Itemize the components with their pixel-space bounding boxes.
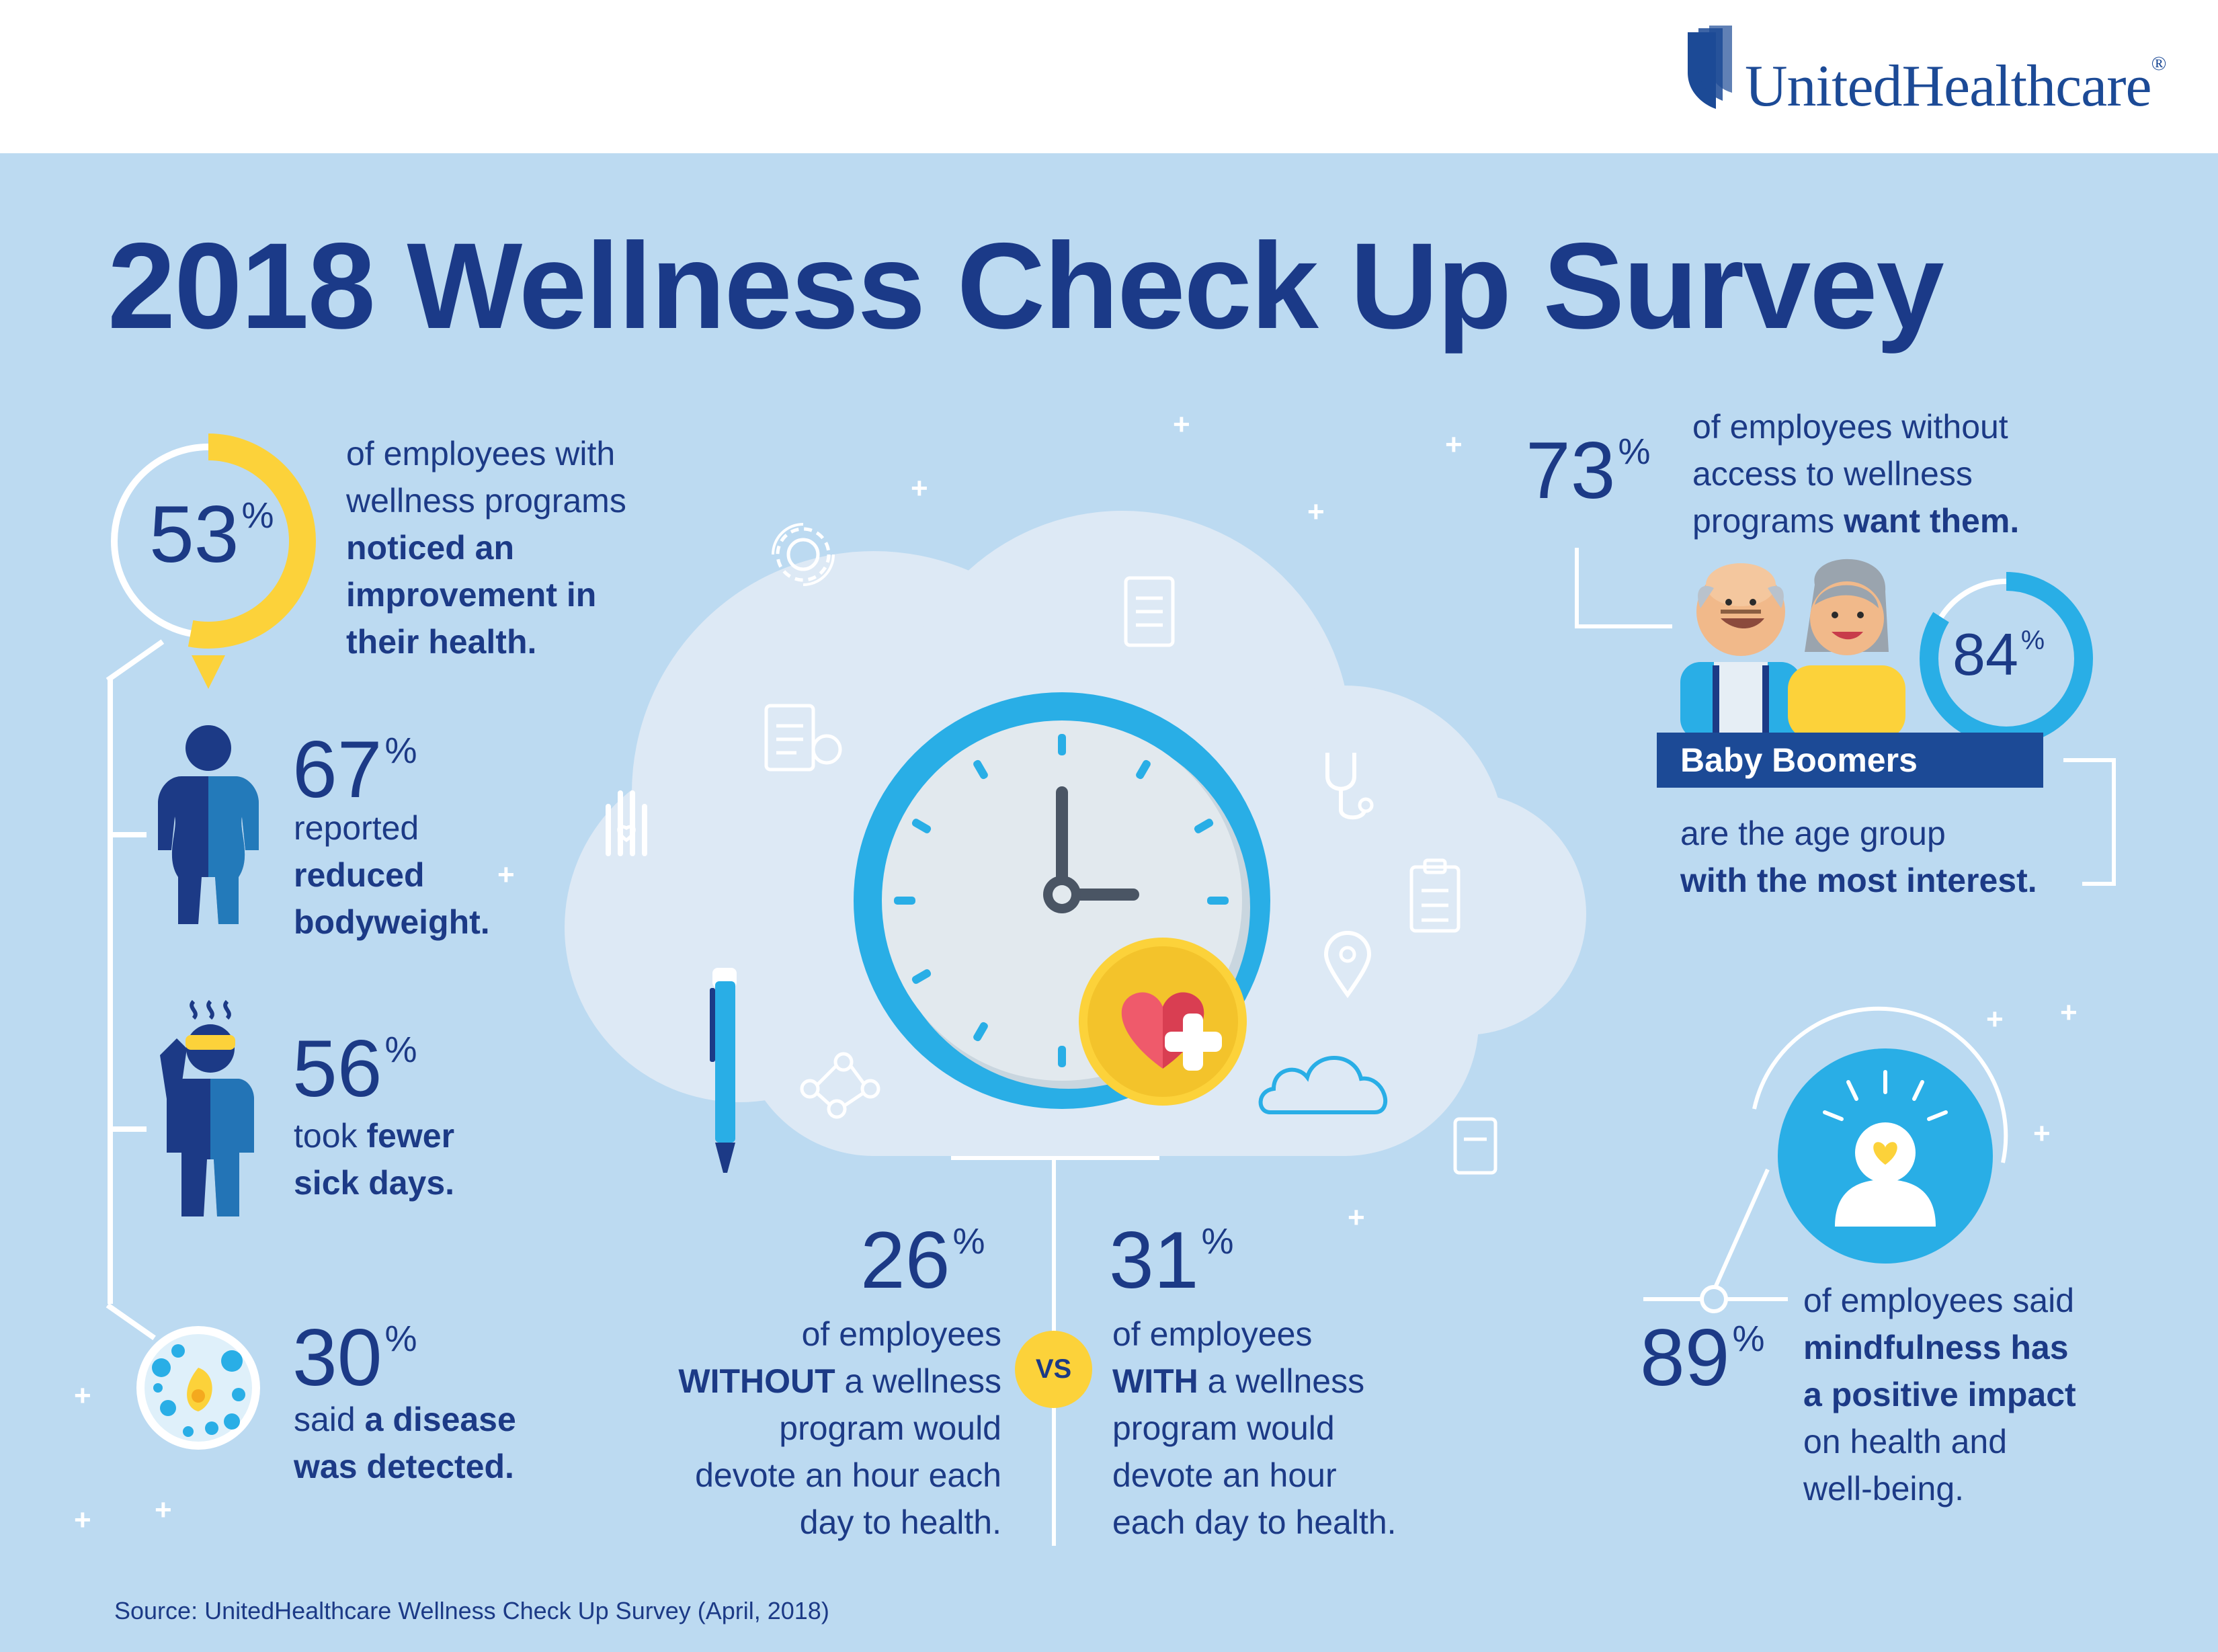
stat-89-text: of employees said mindfulness has a posi… [1803,1282,2076,1508]
stat-31-value: 31% [1109,1215,1234,1305]
stat-67-value: 67% [292,725,417,815]
mindfulness-ring [1643,1006,2008,1313]
baby-boomers-label: Baby Boomers [1680,741,1918,779]
sparkle-icon: + [2033,1117,2051,1150]
connector-line [108,1126,147,1132]
microscope-cell-icon [136,1326,260,1450]
logo-shield-icon [1688,26,1732,109]
sparkle-icon: + [1307,495,1325,528]
mindfulness-icon [1778,1048,1993,1264]
brand-logo: UnitedHealthcare® [1745,52,2166,119]
sparkle-icon: + [1986,1003,2004,1036]
stat-53-value: 53% [149,489,274,579]
stat-89-value: 89% [1640,1313,1765,1403]
sparkle-icon: + [155,1493,172,1526]
checklist-icon [764,704,842,772]
stat-30-value: 30% [292,1313,417,1403]
sparkle-icon: + [497,858,515,891]
stethoscope-icon [1325,753,1374,820]
stat-73-value: 73% [1526,425,1651,515]
page-title: 2018 Wellness Check Up Survey [108,217,1944,354]
pen-icon [710,968,737,1173]
stat-56-value: 56% [292,1024,417,1114]
stat-31-text: of employees WITH a wellness program wou… [1112,1315,1397,1541]
connector-line [108,679,113,1304]
progress-ring-53 [101,433,316,689]
sparkle-icon: + [1173,408,1190,441]
connector-line [108,832,147,837]
stat-67-text: reported reduced bodyweight. [294,809,490,941]
hand-heart-icon [606,790,647,856]
stat-56-text: took fewer sick days. [294,1117,455,1202]
stat-53-text: of employees with wellness programs noti… [346,435,626,661]
small-cloud-icon [1258,1056,1387,1114]
connector-line [2112,758,2116,886]
document-icon [1453,1117,1497,1175]
baby-boomers-banner: Baby Boomers [1657,733,2043,788]
stat-30-text: said a disease was detected. [294,1401,516,1485]
sick-person-icon [160,999,254,1216]
connector-line [1575,624,1672,628]
sparkle-icon: + [74,1379,91,1412]
stat-73-text: of employees without access to wellness … [1692,408,2020,540]
connector-line [1575,548,1579,628]
seniors-couple-icon [1680,559,1905,739]
sparkle-icon: + [74,1503,91,1536]
source-note: Source: UnitedHealthcare Wellness Check … [114,1597,829,1624]
sparkle-icon: + [1348,1201,1365,1234]
vs-badge: VS [1015,1331,1092,1408]
stat-84-value: 84% [1953,621,2045,688]
stat-26-text: of employees WITHOUT a wellness program … [678,1315,1001,1541]
stat-84-text: are the age group with the most interest… [1680,815,2037,899]
sparkle-icon: + [911,472,928,505]
sparkle-icon: + [2060,996,2078,1029]
header-bar: UnitedHealthcare® [0,0,2218,153]
stat-26-value: 26% [860,1215,985,1305]
connector-line [2063,758,2116,762]
location-pin-icon [1323,931,1372,998]
sparkle-icon: + [1445,428,1463,461]
heart-plus-icon [1079,938,1247,1106]
document-icon [1124,576,1175,647]
connector-line [2082,882,2116,886]
checklist-icon [1409,858,1461,933]
network-icon [800,1052,880,1119]
body-weight-icon [158,725,259,924]
gear-icon [772,523,835,586]
